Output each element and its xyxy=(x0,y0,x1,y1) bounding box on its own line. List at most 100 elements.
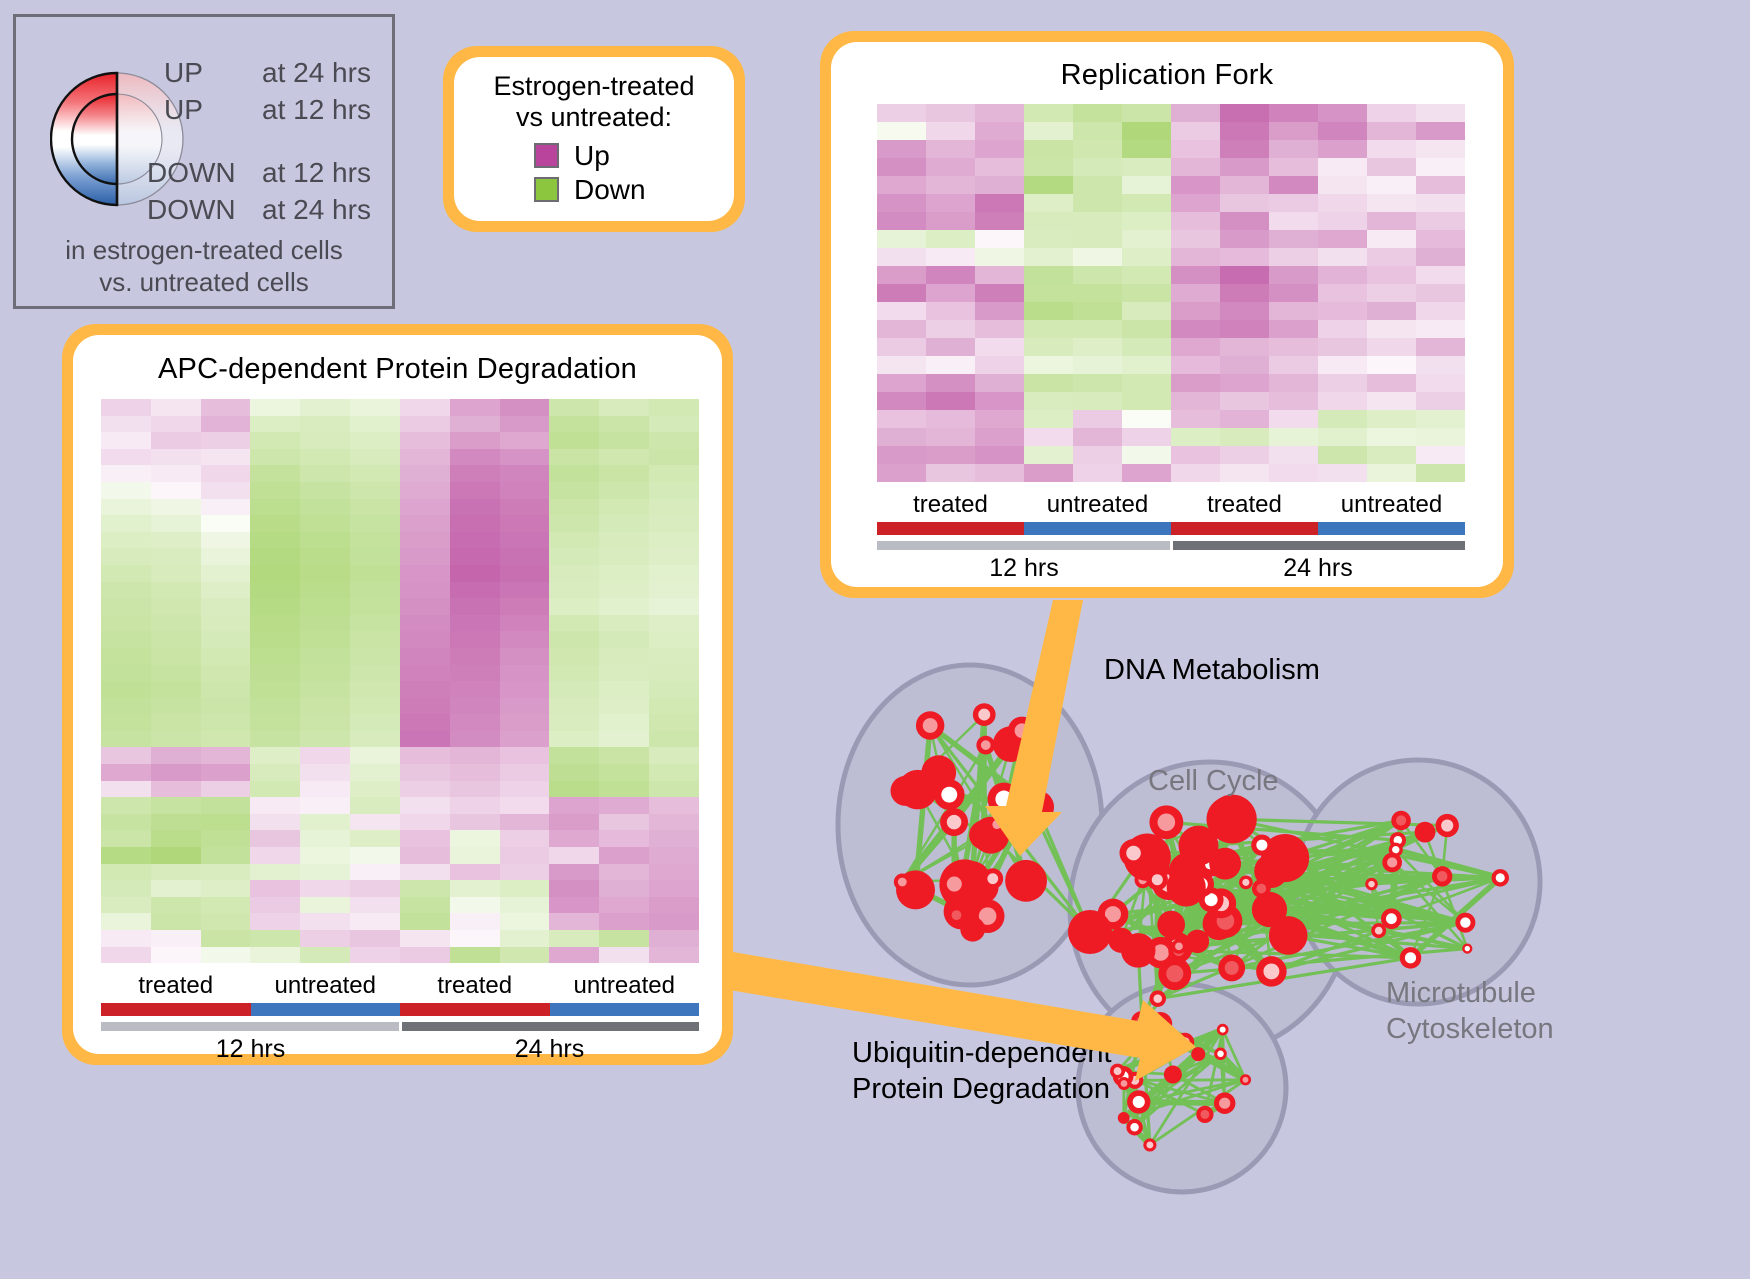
heatmap-cell xyxy=(599,415,650,433)
network-node[interactable] xyxy=(1206,796,1253,842)
heatmap-cell xyxy=(300,946,351,964)
heatmap-cell xyxy=(150,681,201,698)
heatmap-cell xyxy=(449,664,500,682)
heatmap-cell xyxy=(1024,392,1073,410)
heatmap-cell xyxy=(499,664,550,682)
heatmap-cell xyxy=(926,446,975,464)
heatmap-cell xyxy=(877,122,926,140)
time-bar-24hrs xyxy=(1172,541,1465,550)
pathway-network-diagram: DNA Metabolism Cell Cycle Microtubule Cy… xyxy=(790,620,1750,1279)
heatmap-cell xyxy=(449,830,500,848)
heatmap-cell xyxy=(1024,284,1073,302)
heatmap-cell xyxy=(250,847,301,864)
network-node[interactable] xyxy=(1178,825,1219,866)
heatmap-cell xyxy=(449,946,500,964)
heatmap-cell xyxy=(399,780,450,798)
heatmap-cell xyxy=(1122,176,1171,194)
heatmap-cell xyxy=(1367,428,1416,446)
network-node[interactable] xyxy=(1261,833,1310,883)
heatmap-cell xyxy=(975,104,1024,122)
heatmap-cell xyxy=(1367,464,1416,482)
heatmap-cell xyxy=(150,614,201,632)
network-node-core xyxy=(1395,815,1407,826)
heatmap-cell xyxy=(1122,212,1171,230)
heatmap-cell xyxy=(649,747,699,765)
network-node[interactable] xyxy=(1005,859,1047,902)
heatmap-cell xyxy=(1416,338,1465,356)
heatmap-cell xyxy=(101,813,151,831)
heatmap-cell xyxy=(250,399,301,416)
heatmap-cell xyxy=(649,813,699,831)
heatmap-cell xyxy=(1269,410,1318,428)
heatmap-cell xyxy=(1416,212,1465,230)
heatmap-cell xyxy=(1171,212,1220,230)
heatmap-cell xyxy=(1073,410,1122,428)
network-node-core xyxy=(1404,952,1417,964)
heatmap-cell xyxy=(549,647,600,665)
network-node[interactable] xyxy=(897,769,938,810)
legend-time-3: at 24 hrs xyxy=(262,194,371,225)
heatmap-cell xyxy=(300,515,351,532)
heatmap-cell xyxy=(1220,410,1269,428)
network-node-core xyxy=(1219,1026,1226,1033)
network-edge xyxy=(1198,844,1466,925)
heatmap-cell xyxy=(150,764,201,781)
heatmap-cell xyxy=(449,548,500,565)
network-node[interactable] xyxy=(1166,867,1206,907)
heatmap-cell xyxy=(399,448,450,466)
network-node-core xyxy=(1120,1114,1127,1121)
heatmap-cell xyxy=(1171,140,1220,158)
heatmap-cell xyxy=(599,515,650,532)
heatmap-cell xyxy=(599,581,650,599)
heatmap-cell xyxy=(1073,230,1122,248)
heatmap-cell xyxy=(1416,176,1465,194)
network-node[interactable] xyxy=(1251,891,1288,928)
network-node[interactable] xyxy=(1268,916,1308,955)
network-node-core xyxy=(980,740,991,750)
legend-key-1: UP xyxy=(164,94,203,125)
cluster-label-microtubule: Microtubule xyxy=(1386,977,1536,1009)
heatmap-cell xyxy=(250,780,301,798)
heatmap-cell xyxy=(1269,248,1318,266)
heatmap-cell xyxy=(975,356,1024,374)
network-node[interactable] xyxy=(1068,910,1112,954)
heatmap-cell xyxy=(350,432,400,449)
heatmap-cell xyxy=(1416,446,1465,464)
heatmap-cell xyxy=(1024,230,1073,248)
replication-group-label-3: untreated xyxy=(1340,491,1443,518)
heatmap-cell xyxy=(499,681,550,698)
network-node[interactable] xyxy=(1120,933,1156,968)
heatmap-cell xyxy=(300,896,351,914)
heatmap-cell xyxy=(1318,320,1367,338)
heatmap-cell xyxy=(599,614,650,632)
heatmap-cell xyxy=(1269,104,1318,122)
apc-heatmap xyxy=(101,399,699,964)
heatmap-cell xyxy=(499,930,550,947)
heatmap-cell xyxy=(250,880,301,897)
heatmap-cell xyxy=(300,797,351,814)
heatmap-cell xyxy=(101,415,151,433)
heatmap-cell xyxy=(649,581,699,599)
heatmap-cell xyxy=(649,631,699,648)
heatmap-cell xyxy=(399,681,450,698)
heatmap-cell xyxy=(250,697,301,715)
treatment-bar-treated-12 xyxy=(101,1003,251,1017)
heatmap-cell xyxy=(350,880,400,897)
heatmap-cell xyxy=(549,681,600,698)
network-node-core xyxy=(1242,1076,1249,1083)
heatmap-cell xyxy=(975,230,1024,248)
cluster-label-cell-cycle: Cell Cycle xyxy=(1148,765,1279,797)
heatmap-cell xyxy=(649,830,699,848)
heatmap-cell xyxy=(1367,338,1416,356)
heatmap-cell xyxy=(150,913,201,930)
heatmap-cell xyxy=(599,863,650,881)
heatmap-cell xyxy=(499,813,550,831)
heatmap-cell xyxy=(549,581,600,599)
heatmap-cell xyxy=(1171,374,1220,392)
heatmap-cell xyxy=(1024,320,1073,338)
legend-note-line1: in estrogen-treated cells xyxy=(65,235,343,265)
heatmap-cell xyxy=(1171,248,1220,266)
heatmap-cell xyxy=(1416,428,1465,446)
heatmap-cell xyxy=(1416,410,1465,428)
replication-group-labels: treated untreated treated untreated xyxy=(877,491,1465,519)
